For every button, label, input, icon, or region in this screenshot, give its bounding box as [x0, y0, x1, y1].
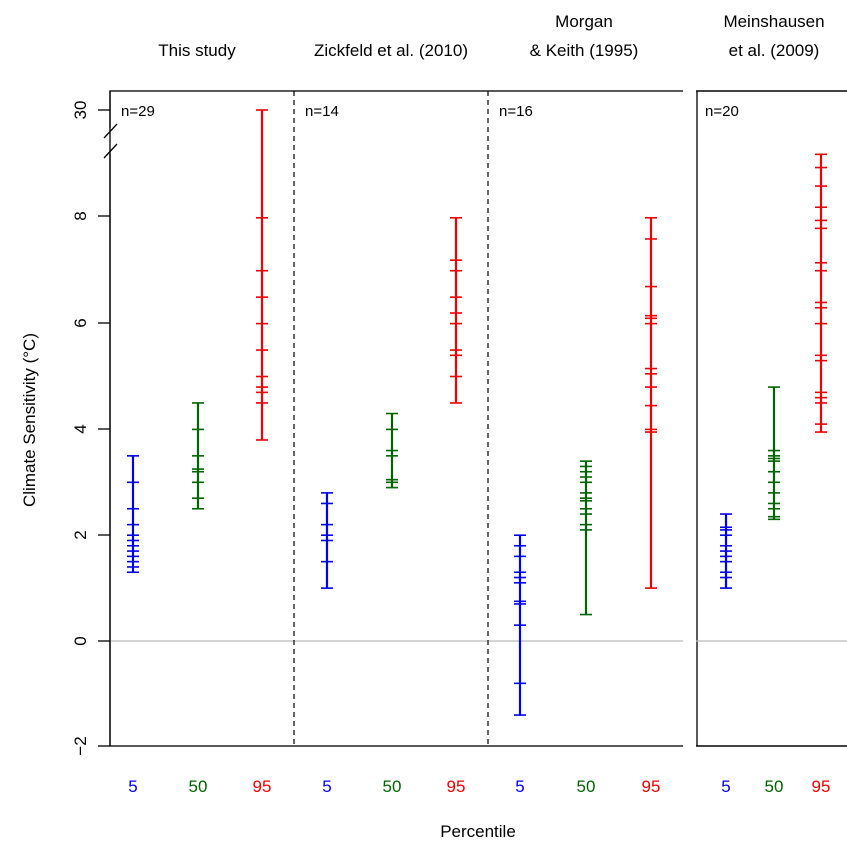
panel-title: Meinshausen: [723, 12, 824, 31]
panel-count-label: n=16: [499, 103, 533, 120]
y-tick-label: 30: [71, 101, 90, 120]
y-tick: 6: [71, 318, 110, 328]
y-tick-label: 2: [71, 530, 90, 539]
panel-count-label: n=20: [705, 103, 739, 120]
x-tick-label: 5: [322, 777, 331, 796]
y-tick: 4: [71, 424, 110, 434]
panel-count-label: n=29: [121, 103, 155, 120]
panel-title: Zickfeld et al. (2010): [314, 41, 468, 60]
panel-title: et al. (2009): [729, 41, 820, 60]
x-tick-label: 50: [577, 777, 596, 796]
y-axis-label: Climate Sensitivity (°C): [20, 333, 39, 507]
y-tick-label: 8: [71, 211, 90, 220]
x-tick-label: 95: [812, 777, 831, 796]
y-tick: 30: [71, 101, 110, 120]
x-tick-label: 95: [642, 777, 661, 796]
y-tick-label: 4: [71, 424, 90, 433]
y-axis: −2 0 2 4 6 8 30: [71, 91, 118, 756]
x-tick-label: 5: [721, 777, 730, 796]
plot-box-left: [109, 90, 847, 747]
y-tick-label: −2: [71, 736, 90, 755]
y-tick: −2: [71, 736, 110, 756]
x-axis-label: Percentile: [440, 822, 516, 841]
x-tick-label: 50: [765, 777, 784, 796]
y-tick: 8: [71, 211, 110, 221]
x-tick-label: 50: [383, 777, 402, 796]
axis-break-mark: [103, 143, 118, 159]
x-tick-label: 50: [189, 777, 208, 796]
x-tick-label: 5: [128, 777, 137, 796]
axis-break-mark: [103, 123, 118, 139]
y-tick: 0: [71, 636, 110, 646]
panel-title: This study: [158, 41, 236, 60]
panel-title: Morgan: [555, 12, 613, 31]
panel-gap: [683, 85, 696, 755]
chart-marks: [127, 109, 827, 716]
x-tick-label: 95: [447, 777, 466, 796]
y-tick-label: 6: [71, 318, 90, 327]
x-tick-label: 95: [253, 777, 272, 796]
y-tick-label: 0: [71, 636, 90, 645]
y-tick: 2: [71, 530, 110, 540]
panel-title: & Keith (1995): [530, 41, 639, 60]
x-tick-label: 5: [515, 777, 524, 796]
panel-count-label: n=14: [305, 103, 339, 120]
